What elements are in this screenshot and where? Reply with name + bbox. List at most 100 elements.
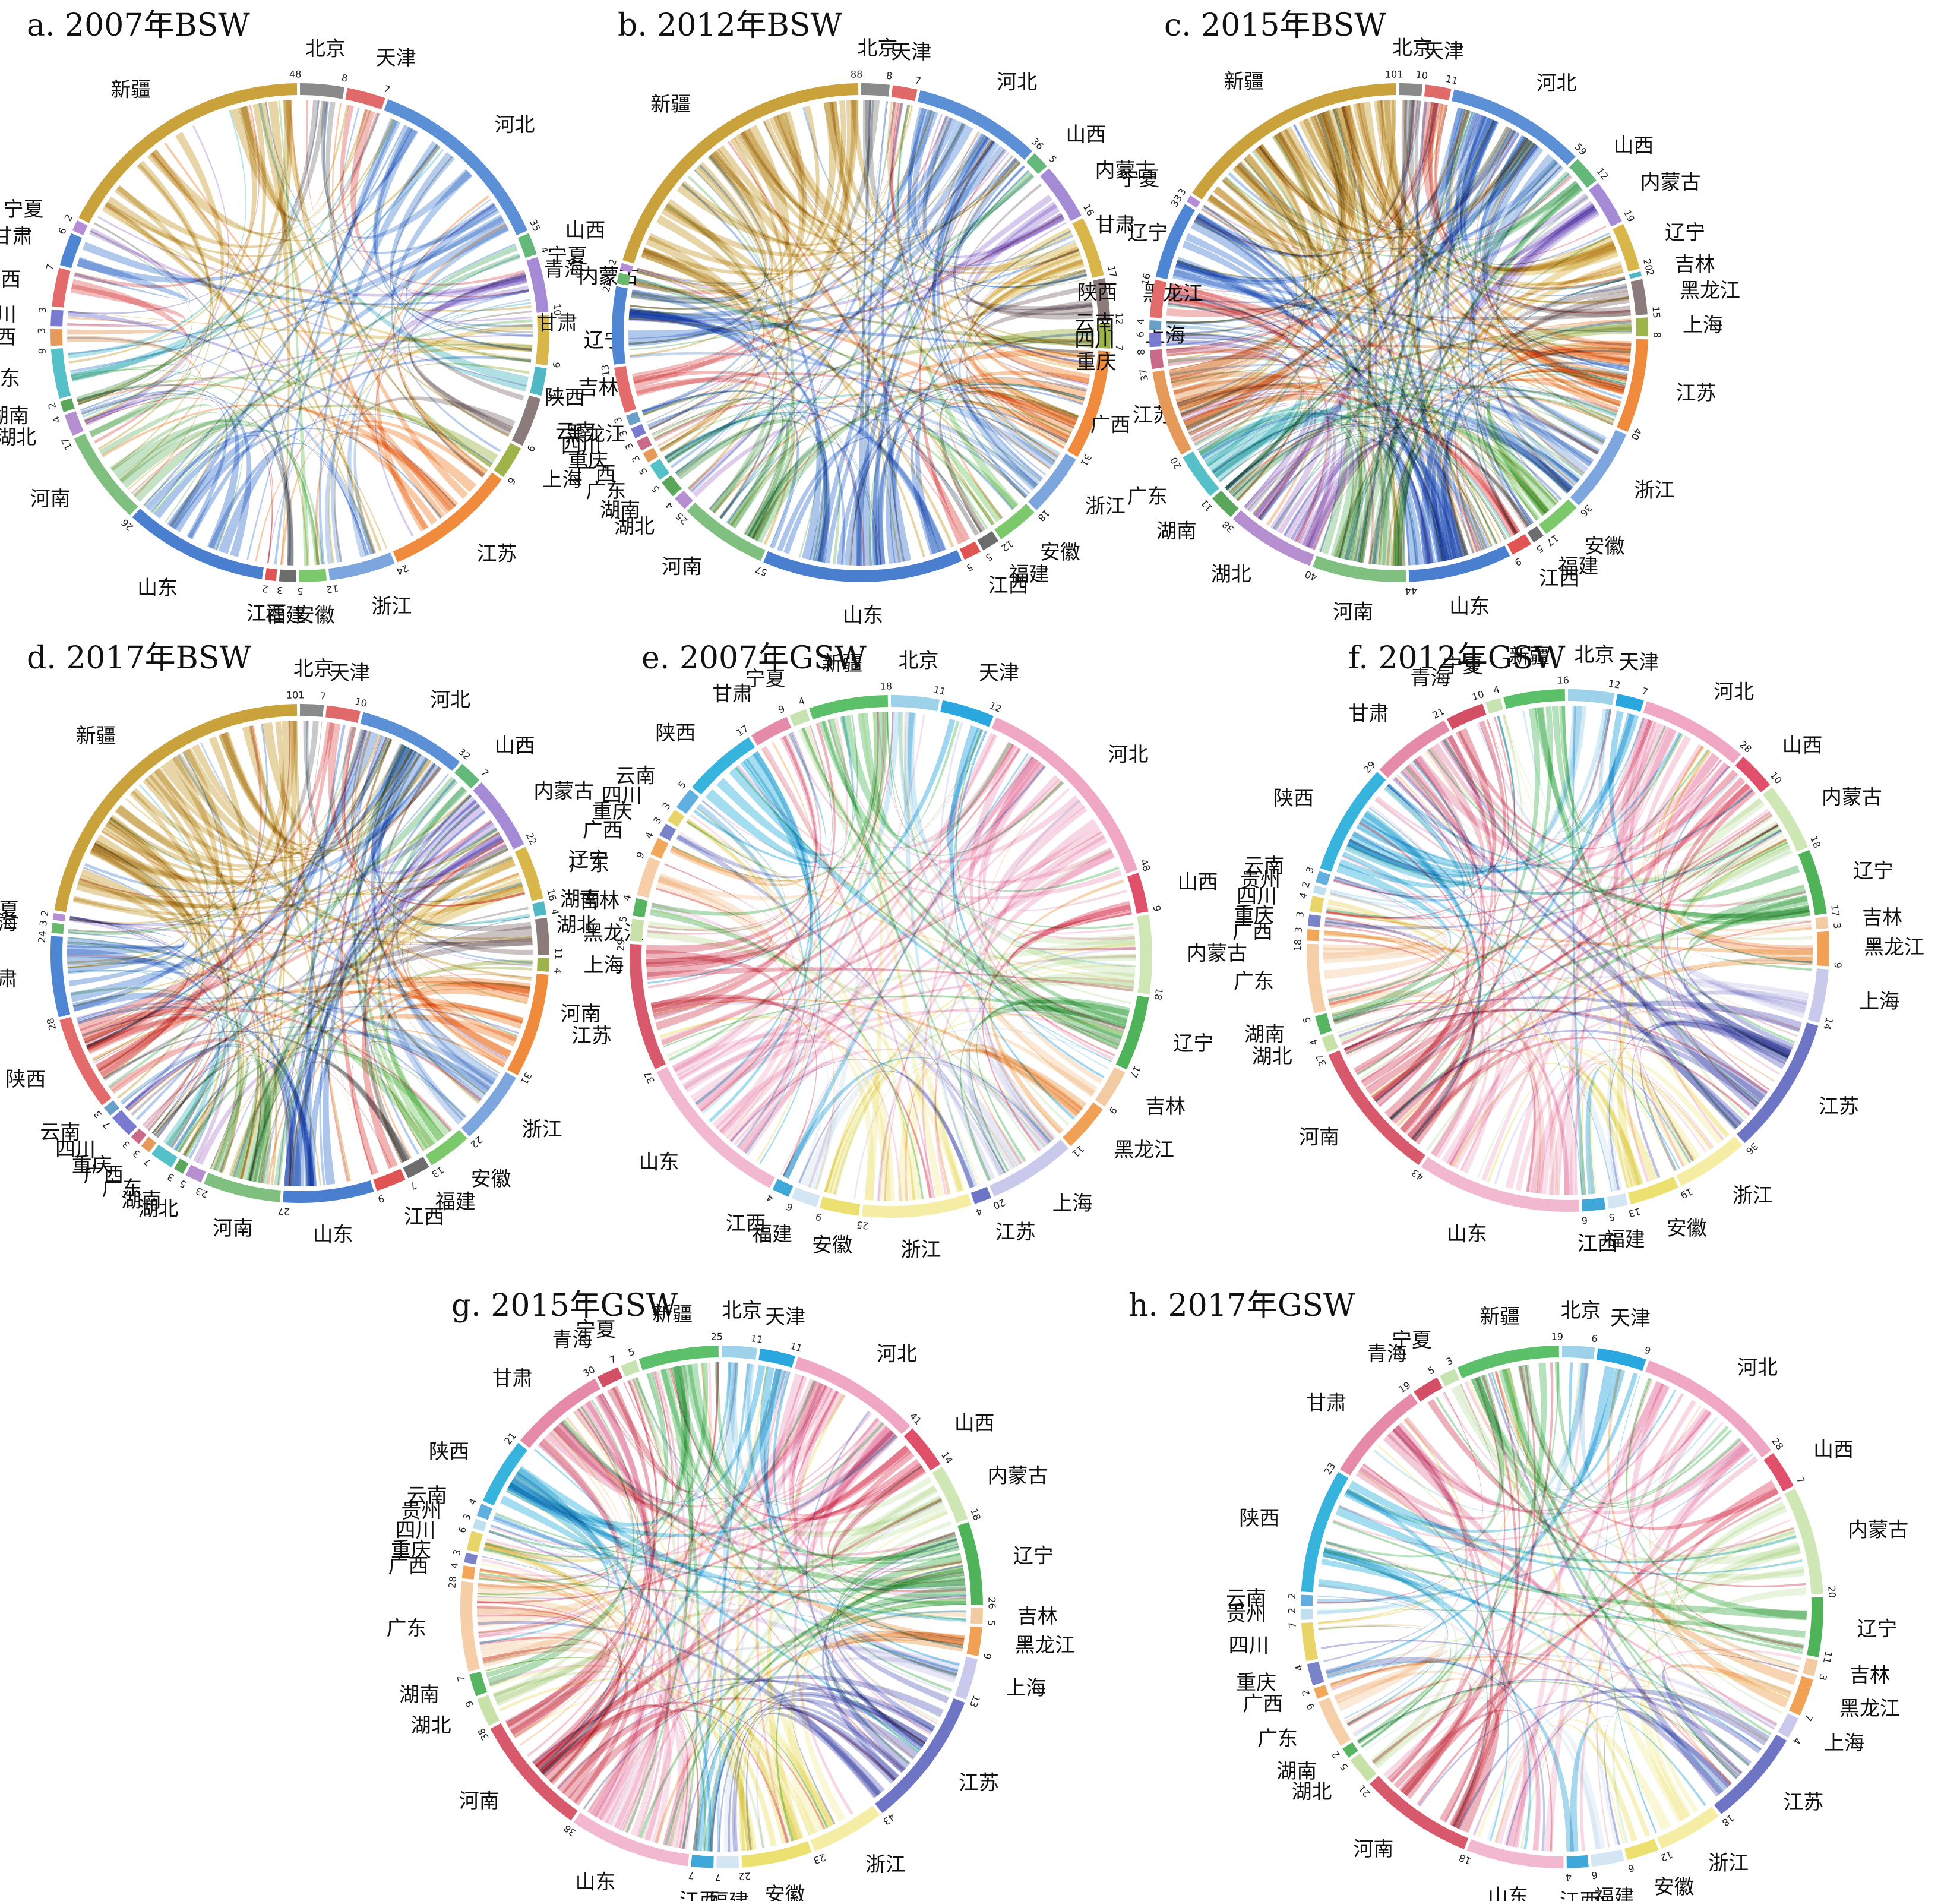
region-label: 甘肃: [492, 1367, 533, 1391]
region-label: 江苏: [477, 542, 517, 566]
region-arc: [59, 233, 83, 269]
region-label: 甘肃: [1306, 1391, 1346, 1415]
region-arc: [794, 1357, 911, 1435]
chord-ribbon: [1298, 104, 1448, 224]
arc-tick-label: 7: [455, 1674, 467, 1683]
region-arc: [279, 569, 296, 582]
chord-ribbon: [1004, 832, 1134, 934]
region-arc: [1137, 914, 1152, 994]
arc-tick-label: 28: [1769, 1436, 1785, 1452]
region-label: 贵州: [401, 1499, 441, 1523]
region-arc: [636, 435, 652, 451]
region-label: 内蒙古: [1095, 159, 1155, 182]
arc-tick-label: 12: [325, 583, 339, 595]
arc-tick-label: 20: [1826, 1586, 1838, 1598]
region-label: 山西: [1066, 123, 1106, 147]
arc-tick-label: 2: [606, 257, 619, 266]
chord-ribbon: [705, 732, 827, 864]
arc-tick-label: 6: [456, 1526, 469, 1534]
chord-ribbon: [1522, 709, 1612, 830]
region-arc: [1026, 153, 1047, 175]
arc-tick-label: 9: [1832, 962, 1844, 968]
chord-ribbon: [119, 103, 267, 481]
region-label: 上海: [1052, 1192, 1093, 1215]
region-arc: [656, 1066, 776, 1188]
chord-ribbon: [675, 405, 1038, 489]
region-arc: [1613, 224, 1640, 272]
chord-ribbon: [1222, 177, 1576, 486]
chord-ribbon: [614, 1365, 694, 1829]
region-label: 辽宁: [1173, 1032, 1213, 1056]
arc-tick-label: 21: [1430, 706, 1446, 721]
region-arc: [1318, 1697, 1351, 1746]
arc-tick-label: 5: [1426, 1364, 1437, 1377]
chord-ribbon: [477, 1543, 602, 1597]
chord-ribbon: [258, 102, 377, 554]
arc-tick-label: 19: [1621, 208, 1637, 224]
region-label: 新疆: [76, 724, 116, 748]
region-arc: [1379, 720, 1450, 778]
region-label: 浙江: [865, 1853, 906, 1877]
region-label: 山东: [1488, 1885, 1528, 1901]
region-label: 湖南: [560, 888, 600, 911]
region-label: 吉林: [1850, 1664, 1890, 1688]
arc-tick-label: 27: [277, 1205, 290, 1217]
panel-title: h. 2017年GSW: [1128, 1288, 1355, 1324]
region-arc: [676, 789, 700, 814]
arc-tick-label: 40: [1629, 426, 1644, 441]
region-arc: [507, 974, 549, 1076]
chord-panel-5: f. 2012年GSW 12 北京 7 天津 28 河北 10 山西 18 内蒙古 17 辽宁 3 吉林 9 黑…: [1232, 640, 1924, 1256]
chord-ribbon: [1253, 132, 1520, 520]
arc-tick-label: 19: [1678, 1186, 1695, 1201]
arc-tick-label: 4: [975, 1205, 984, 1218]
chord-ribbon: [857, 712, 960, 838]
arc-tick-label: 25: [674, 510, 690, 527]
region-arc: [1328, 1050, 1425, 1166]
region-label: 湖南: [0, 405, 29, 428]
chord-ribbon: [824, 1537, 957, 1770]
region-label: 甘肃: [0, 967, 17, 991]
panel-title: c. 2015年BSW: [1164, 8, 1386, 43]
chord-ribbon: [477, 1612, 659, 1836]
chord-ribbon: [407, 837, 530, 926]
chord-ribbon: [306, 100, 380, 220]
region-label: 重庆: [592, 800, 633, 823]
arc-tick-label: 13: [429, 1164, 445, 1180]
arc-tick-label: 4: [1566, 1871, 1572, 1883]
arc-tick-label: 13: [968, 1694, 982, 1709]
region-arc: [1320, 772, 1386, 872]
region-arc: [51, 923, 65, 934]
arc-tick-label: 7: [142, 1156, 153, 1169]
region-arc: [903, 1428, 941, 1471]
chord-ribbon: [1383, 1433, 1732, 1786]
arc-tick-label: 18: [880, 680, 893, 691]
region-label: 天津: [979, 661, 1019, 685]
region-label: 江西: [1560, 1890, 1600, 1901]
chord-ribbon: [1283, 432, 1526, 539]
arc-tick-label: 3: [451, 1548, 463, 1556]
region-label: 吉林: [1145, 1095, 1186, 1119]
chord-ribbon: [1399, 716, 1518, 1133]
region-label: 宁夏: [576, 1318, 616, 1341]
region-arc: [384, 99, 528, 236]
chord-ribbon: [351, 1041, 482, 1175]
region-arc: [630, 944, 666, 1069]
region-label: 新疆: [1224, 70, 1264, 94]
chord-ribbon: [837, 1531, 957, 1692]
chord-ribbon: [1333, 720, 1506, 898]
chord-ribbon: [1659, 765, 1786, 1069]
region-arc: [690, 1855, 714, 1868]
region-arc: [722, 1346, 757, 1360]
chord-ribbon: [973, 252, 1092, 368]
region-arc: [1370, 1776, 1469, 1849]
arc-tick-label: 5: [617, 915, 629, 923]
chord-ribbon: [949, 725, 1105, 1079]
chord-ribbon: [1374, 765, 1481, 869]
region-label: 江苏: [995, 1220, 1036, 1244]
region-arc: [72, 220, 88, 236]
chord-ribbon: [1225, 424, 1355, 558]
region-arc: [1527, 526, 1544, 543]
